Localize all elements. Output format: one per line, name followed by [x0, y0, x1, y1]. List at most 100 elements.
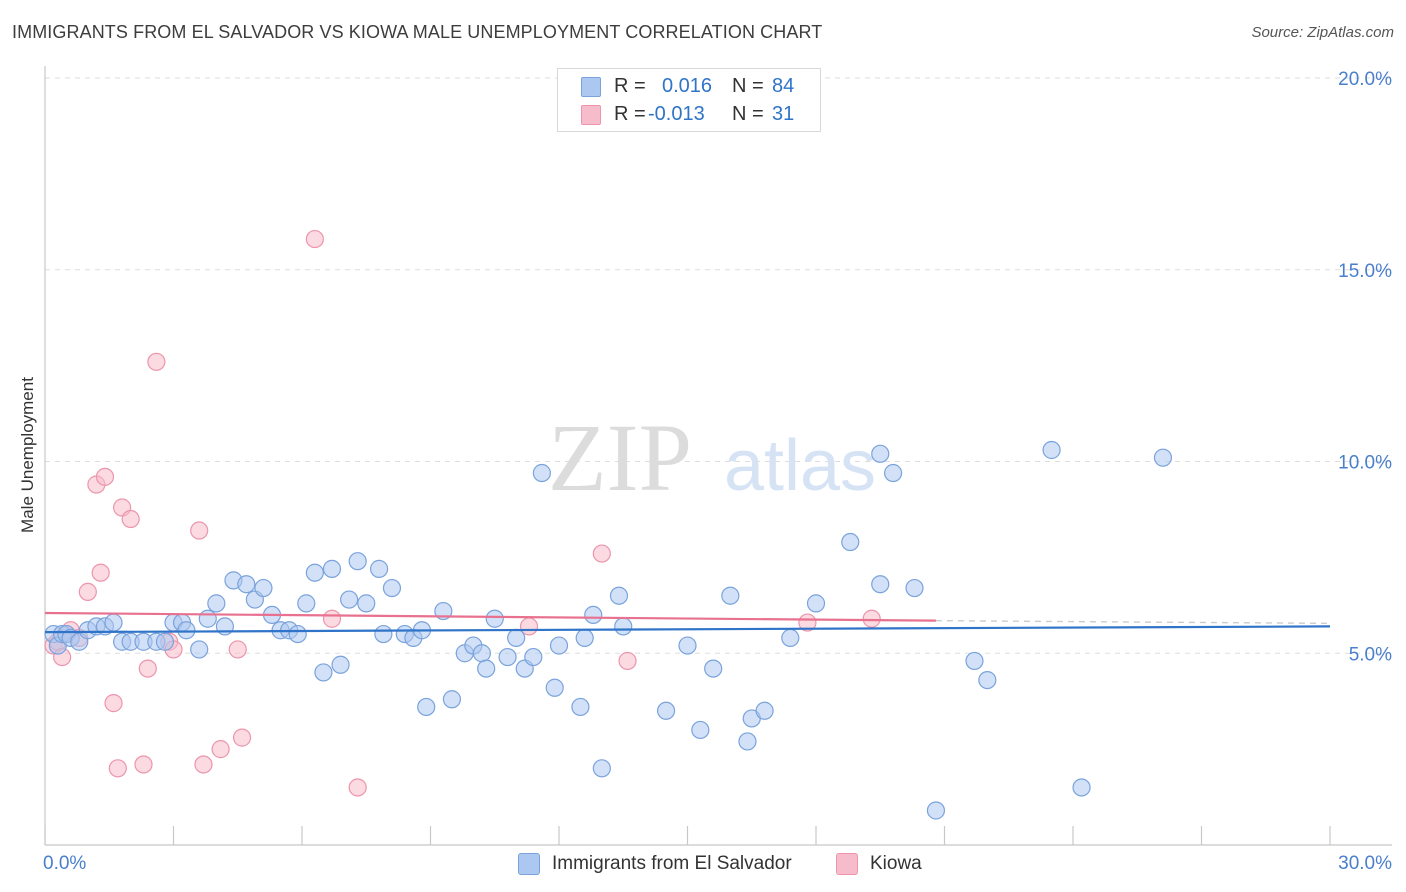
legend-r-value: 0.016 — [662, 74, 713, 97]
el-salvador-point — [314, 663, 333, 682]
el-salvador-point — [584, 605, 603, 625]
kiowa-point — [134, 755, 153, 774]
el-salvador-point — [331, 655, 350, 674]
grid-lines — [45, 77, 1392, 654]
el-salvador-point — [609, 586, 629, 605]
el-salvador-point — [382, 578, 402, 598]
legend-r-label: R = — [614, 102, 646, 125]
el-salvador-point — [305, 563, 324, 582]
kiowa-trend-line — [44, 611, 936, 622]
el-salvador-point — [1042, 440, 1061, 460]
source-label: Source: ZipAtlas.com — [1251, 24, 1394, 41]
kiowa-point — [95, 467, 115, 486]
el-salvador-point — [322, 559, 342, 578]
el-salvador-point — [374, 624, 393, 644]
el-salvador-point — [806, 594, 826, 613]
el-salvador-point — [841, 532, 860, 552]
el-salvador-point — [549, 636, 569, 655]
el-salvador-point — [104, 613, 123, 632]
watermark: ZIP atlas — [548, 404, 876, 511]
el-salvador-point — [965, 651, 984, 671]
legend-r-label: R = — [614, 74, 646, 97]
el-salvador-point — [507, 628, 526, 648]
watermark-atlas: atlas — [724, 426, 876, 506]
el-salvador-point — [288, 624, 307, 644]
kiowa-point — [211, 740, 230, 759]
y-tick-label: 20.0% — [1338, 69, 1392, 90]
kiowa-point — [862, 609, 881, 628]
el-salvador-point — [472, 644, 491, 663]
el-salvador-point — [691, 720, 710, 740]
legend-swatch-blue — [581, 77, 601, 97]
el-salvador-point — [614, 617, 633, 636]
bottom-legend-swatch-pink — [836, 853, 858, 875]
el-salvador-point — [207, 594, 226, 613]
el-salvador-point — [348, 552, 367, 571]
legend-n-label: N = — [732, 74, 764, 97]
bottom-legend-kiowa: Kiowa — [836, 851, 922, 877]
kiowa-point — [322, 609, 342, 628]
el-salvador-point — [1072, 778, 1091, 797]
legend-n-value: 31 — [772, 102, 795, 125]
el-salvador-point — [738, 732, 757, 751]
x-tick-label: 30.0% — [1338, 853, 1392, 874]
kiowa-point — [138, 659, 157, 678]
el-salvador-point — [978, 670, 997, 690]
el-salvador-point — [357, 594, 376, 613]
kiowa-point — [147, 352, 166, 371]
bottom-legend-el-salvador: Immigrants from El Salvador — [518, 851, 792, 877]
el-salvador-point — [498, 647, 517, 667]
el-salvador-point — [297, 594, 316, 613]
el-salvador-point — [704, 659, 723, 678]
legend-n-label: N = — [732, 102, 764, 125]
legend-n-value: 84 — [772, 74, 795, 97]
el-salvador-point — [477, 659, 496, 678]
el-salvador-point — [871, 444, 890, 463]
el-salvador-point — [883, 463, 903, 483]
kiowa-point — [121, 509, 140, 529]
kiowa-point — [798, 613, 817, 632]
x-tick-label: 0.0% — [43, 853, 86, 874]
kiowa-point — [232, 728, 252, 747]
kiowa-point — [91, 563, 110, 582]
kiowa-point — [190, 521, 209, 540]
el-salvador-point — [237, 575, 256, 594]
kiowa-point — [592, 544, 611, 563]
watermark-zip: ZIP — [548, 404, 692, 511]
el-salvador-point — [340, 590, 359, 609]
el-salvador-point — [198, 609, 217, 628]
el-salvador-point — [155, 632, 175, 651]
el-salvador-point — [442, 690, 462, 709]
el-salvador-point — [575, 628, 594, 648]
el-salvador-point — [177, 621, 196, 640]
kiowa-point — [104, 694, 123, 713]
el-salvador-trend-line — [44, 625, 1331, 634]
legend-box: R = 0.016 N = 84 R = -0.013 N = 31 — [557, 68, 821, 132]
kiowa-trend-line-extension — [935, 619, 1331, 625]
kiowa-point — [78, 582, 97, 601]
chart-title: IMMIGRANTS FROM EL SALVADOR VS KIOWA MAL… — [12, 22, 823, 42]
trend-lines — [44, 611, 1331, 634]
y-tick-label: 5.0% — [1349, 644, 1392, 665]
el-salvador-point — [781, 628, 800, 648]
el-salvador-point — [656, 701, 676, 720]
el-salvador-point — [1153, 448, 1173, 467]
y-tick-label: 10.0% — [1338, 453, 1392, 474]
el-salvador-point — [721, 586, 740, 605]
el-salvador-point — [524, 647, 543, 667]
el-salvador-point — [417, 697, 436, 717]
axes — [44, 66, 1392, 846]
kiowa-point — [305, 229, 324, 249]
bottom-legend-label-kiowa: Kiowa — [870, 853, 922, 874]
kiowa-point — [194, 755, 213, 774]
el-salvador-point — [592, 759, 611, 778]
kiowa-point — [348, 778, 367, 797]
y-tick-label: 15.0% — [1338, 261, 1392, 282]
el-salvador-point — [532, 463, 551, 483]
el-salvador-point — [905, 578, 924, 598]
el-salvador-point — [926, 801, 946, 820]
el-salvador-point — [678, 636, 697, 655]
el-salvador-point — [190, 640, 209, 659]
bottom-legend-swatch-blue — [518, 853, 540, 875]
el-salvador-point — [871, 575, 890, 594]
